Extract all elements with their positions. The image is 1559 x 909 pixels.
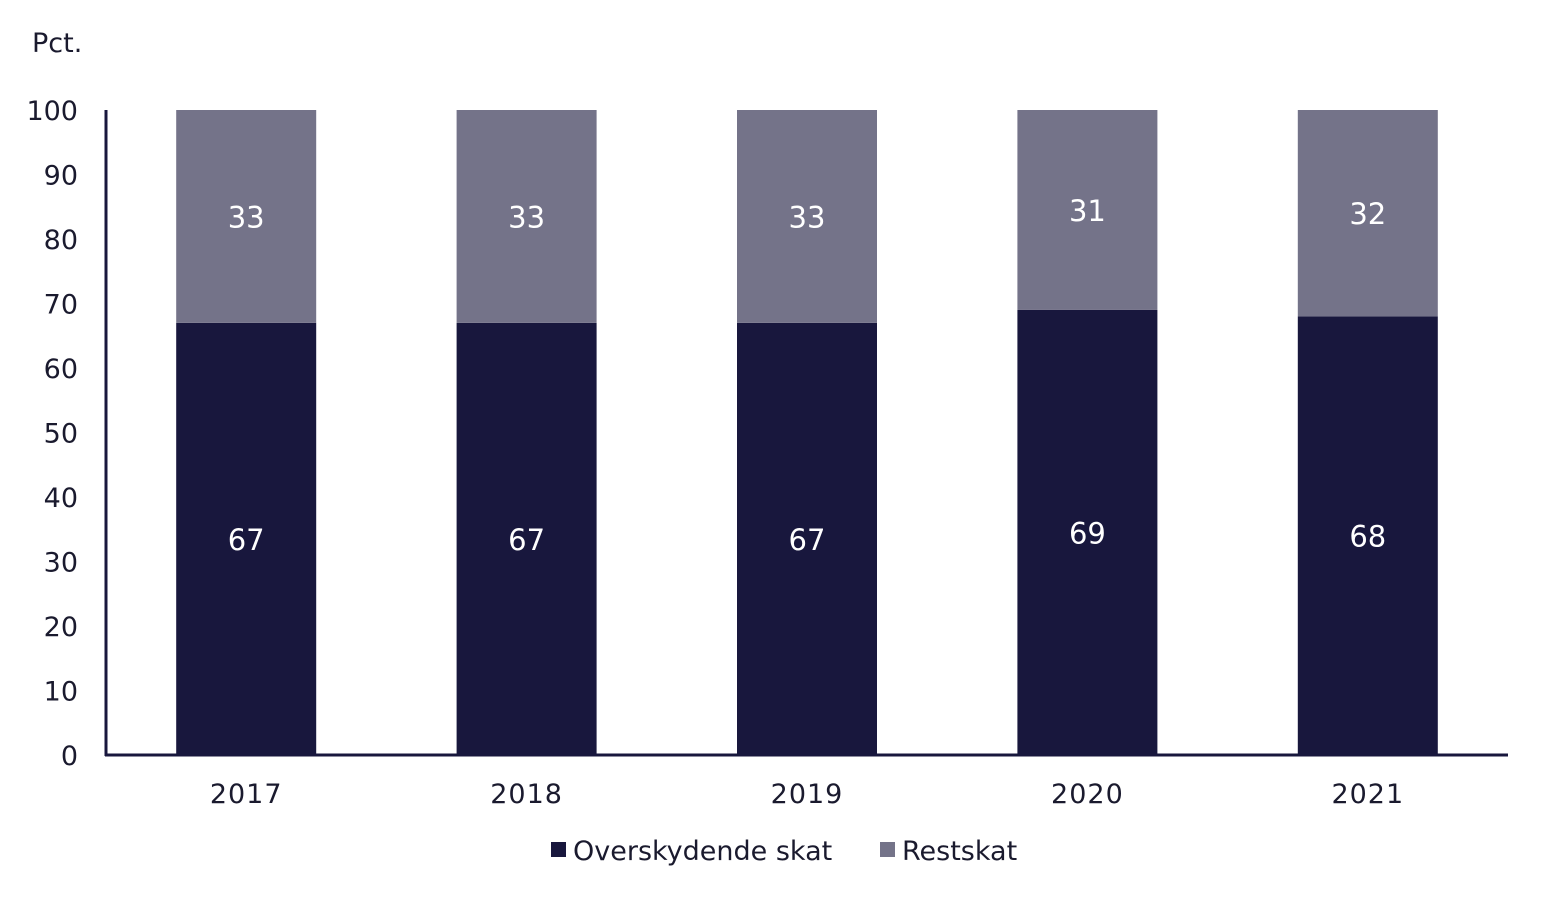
y-tick-label: 10	[44, 677, 78, 708]
bar-segment-restskat	[1297, 110, 1438, 317]
bar-segment-overskydende	[1017, 309, 1158, 755]
data-label: 32	[1349, 197, 1386, 231]
bar-segment-overskydende	[737, 322, 877, 755]
data-label: 33	[789, 200, 826, 234]
x-tick-label: 2020	[1051, 779, 1124, 810]
bar-segment-restskat	[176, 110, 317, 323]
y-tick-label: 20	[44, 612, 78, 643]
data-label: 67	[508, 523, 545, 557]
data-label: 31	[1069, 194, 1106, 228]
y-axis-ticks: 0 10 20 30 40 50 60 70 80 90 100	[26, 96, 78, 772]
data-label: 33	[228, 200, 265, 234]
x-tick-label: 2021	[1331, 779, 1404, 810]
bar-segment-restskat	[456, 110, 597, 323]
y-tick-label: 40	[44, 483, 78, 514]
legend-label: Overskydende skat	[573, 836, 832, 867]
x-tick-label: 2017	[210, 779, 283, 810]
axes	[104, 110, 1508, 757]
y-tick-label: 30	[44, 548, 78, 579]
y-tick-label: 100	[26, 96, 78, 127]
y-tick-label: 50	[44, 419, 78, 450]
data-label: 69	[1069, 516, 1106, 550]
data-label: 68	[1349, 520, 1386, 554]
data-label: 67	[228, 523, 265, 557]
bars: 67 33 67 33 67 33 69 31 68 32	[176, 110, 1438, 755]
x-tick-label: 2018	[490, 779, 563, 810]
bar-segment-overskydende	[176, 322, 317, 755]
y-tick-label: 70	[44, 290, 78, 321]
legend: Overskydende skat Restskat	[551, 836, 1017, 867]
legend-swatch	[880, 842, 895, 857]
bar-segment-restskat	[737, 110, 877, 323]
data-label: 67	[789, 523, 826, 557]
y-tick-label: 80	[44, 225, 78, 256]
x-tick-label: 2019	[771, 779, 844, 810]
y-tick-label: 0	[61, 741, 78, 772]
y-tick-label: 60	[44, 354, 78, 385]
y-tick-label: 90	[44, 161, 78, 192]
bar-segment-overskydende	[1297, 316, 1438, 755]
data-label: 33	[508, 200, 545, 234]
x-axis-ticks: 2017 2018 2019 2020 2021	[210, 779, 1404, 810]
legend-label: Restskat	[902, 836, 1017, 867]
bar-segment-restskat	[1017, 110, 1158, 310]
y-unit-label: Pct.	[32, 28, 82, 59]
bar-segment-overskydende	[456, 322, 597, 755]
legend-swatch	[551, 842, 566, 857]
